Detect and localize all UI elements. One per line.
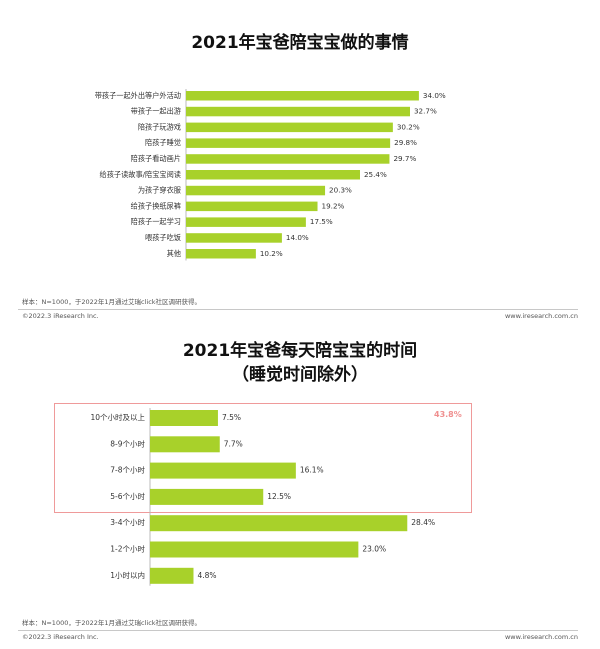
bar — [150, 541, 359, 558]
category-label: 为孩子穿衣服 — [138, 186, 181, 195]
category-label: 陪孩子睡觉 — [145, 138, 181, 147]
chart2-copyright: ©2022.3 iResearch Inc. — [22, 633, 99, 641]
value-label: 14.0% — [286, 233, 309, 242]
category-label: 8-9个小时 — [110, 438, 145, 448]
chart2-sample-note: 样本：N=1000，于2022年1月通过艾瑞click社区调研获得。 — [22, 619, 202, 627]
value-label: 32.7% — [414, 107, 437, 116]
bar — [186, 249, 256, 259]
category-label: 给孩子换纸尿裤 — [131, 201, 181, 210]
bar — [186, 233, 282, 243]
chart2-site-url: www.iresearch.com.cn — [504, 633, 578, 641]
category-label: 5-6个小时 — [110, 491, 145, 501]
category-label: 其他 — [167, 249, 181, 258]
category-label: 给孩子读故事/陪宝宝阅读 — [100, 170, 182, 179]
chart2-plot: 10个小时及以上 7.5% 8-9个小时 7.7% 7-8个小时 16.1% 5-6个小时 1… — [90, 408, 435, 586]
bar — [186, 106, 410, 117]
chart2-subtitle: （睡觉时间除外） — [232, 365, 368, 385]
category-label: 陪孩子看动画片 — [131, 154, 181, 163]
value-label: 17.5% — [310, 217, 333, 226]
bar — [186, 170, 360, 180]
bar — [186, 122, 393, 133]
value-label: 12.5% — [267, 492, 291, 501]
chart1-site-url: www.iresearch.com.cn — [504, 312, 578, 320]
category-label: 7-8个小时 — [110, 465, 145, 475]
bar — [186, 154, 390, 164]
category-label: 带孩子一起出游 — [131, 107, 181, 116]
value-label: 19.2% — [322, 201, 345, 210]
value-label: 29.8% — [394, 138, 417, 147]
category-label: 1小时以内 — [110, 570, 145, 580]
bar — [186, 138, 391, 148]
value-label: 34.0% — [423, 91, 446, 100]
bar — [150, 462, 296, 479]
category-label: 陪孩子玩游戏 — [138, 122, 181, 131]
bar — [150, 488, 264, 505]
chart2-highlight-label: 43.8% — [434, 410, 462, 419]
value-label: 4.8% — [197, 571, 216, 580]
value-label: 23.0% — [362, 545, 386, 554]
value-label: 16.1% — [300, 466, 324, 475]
bar — [186, 201, 318, 212]
bar — [186, 185, 326, 196]
chart1-sample-note: 样本：N=1000，于2022年1月通过艾瑞click社区调研获得。 — [22, 298, 202, 306]
category-label: 带孩子一起外出等户外活动 — [95, 91, 181, 100]
value-label: 28.4% — [411, 518, 435, 527]
bar — [150, 410, 218, 426]
value-label: 25.4% — [364, 170, 387, 179]
value-label: 10.2% — [260, 249, 283, 258]
value-label: 29.7% — [393, 154, 416, 163]
chart2-title: 2021年宝爸每天陪宝宝的时间 — [182, 341, 418, 361]
bar — [150, 436, 220, 453]
value-label: 7.5% — [222, 413, 241, 422]
chart1-plot: 带孩子一起外出等户外活动 34.0% 带孩子一起出游 32.7% 陪孩子玩游戏 30.2%… — [95, 89, 446, 261]
value-label: 20.3% — [329, 186, 352, 195]
category-label: 1-2个小时 — [110, 544, 145, 554]
category-label: 陪孩子一起学习 — [131, 217, 181, 226]
chart2-highlight-box — [54, 403, 472, 513]
chart2-footer-divider — [18, 630, 578, 631]
bar — [150, 515, 408, 532]
category-label: 3-4个小时 — [110, 517, 145, 527]
value-label: 7.7% — [224, 439, 243, 448]
value-label: 30.2% — [397, 122, 420, 131]
bar — [186, 91, 419, 101]
chart1-footer-divider — [18, 309, 578, 310]
chart1-copyright: ©2022.3 iResearch Inc. — [22, 312, 99, 320]
chart1-title: 2021年宝爸陪宝宝做的事情 — [191, 33, 409, 53]
bar — [186, 217, 306, 227]
category-label: 10个小时及以上 — [90, 412, 145, 422]
bar — [150, 567, 194, 584]
category-label: 喂孩子吃饭 — [145, 233, 181, 242]
